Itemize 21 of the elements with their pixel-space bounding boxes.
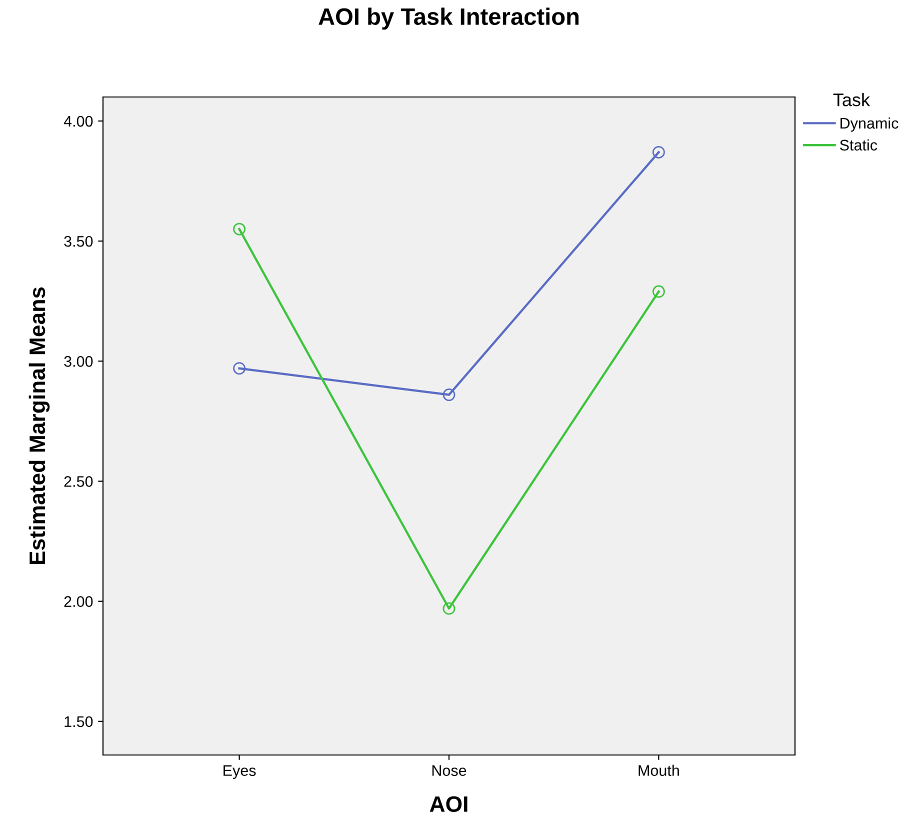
point [652,146,665,158]
point [442,602,456,615]
x-axis-title: AOI [430,796,468,812]
point [442,388,456,402]
chart-title: AOI by Task Interaction [318,8,579,30]
point [652,285,665,298]
y-axis-title: Estimated Marginal Means [28,287,50,564]
x-tick-label: Mouth [638,764,679,776]
x-tick-label: Nose [432,765,466,776]
y-tick-label: 2.50 [64,476,93,487]
point [233,222,246,236]
y-tick-label: 4.00 [64,116,93,127]
x-tick-label: Eyes [224,765,256,779]
y-tick-label: 1.50 [64,716,93,728]
legend-label: Static [840,139,878,151]
legend-title: Task [833,93,870,106]
y-tick-label: 3.50 [64,236,93,247]
y-tick-label: 3.00 [64,356,93,367]
legend-label: Dynamic [840,117,898,132]
y-tick-label: 2.00 [64,596,93,607]
point [233,362,246,375]
